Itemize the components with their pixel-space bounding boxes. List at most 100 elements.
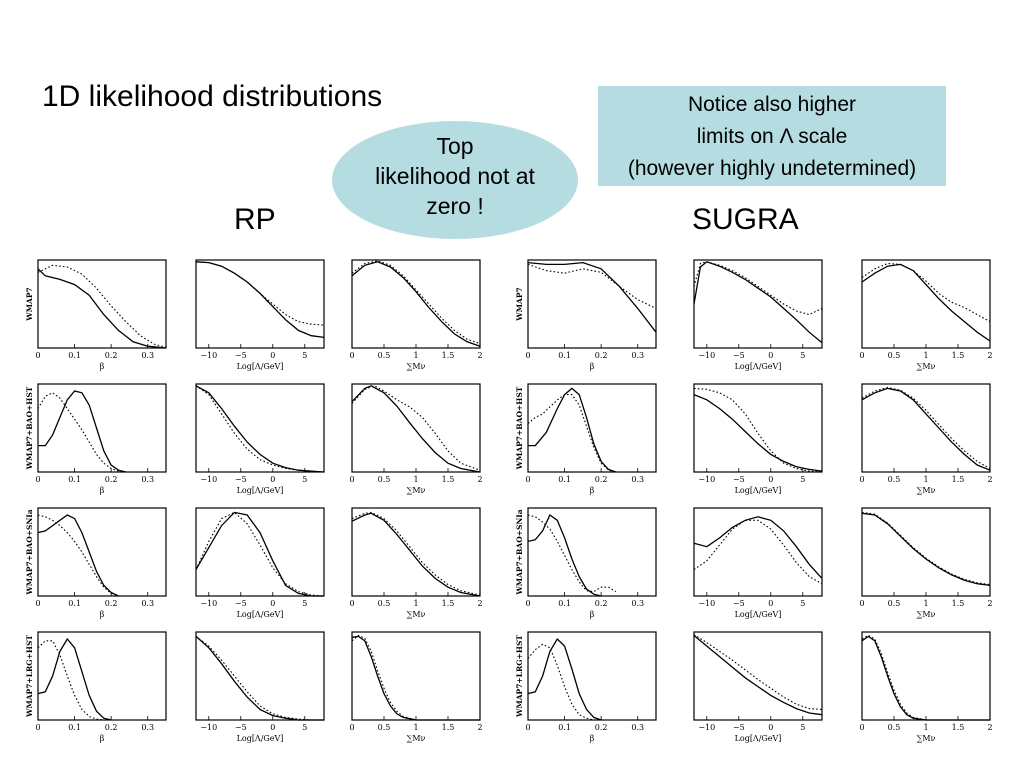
panel-frame [351,631,481,721]
x-tick-label: 0.2 [105,723,118,732]
notice-line-2: limits on Λ scale [696,125,848,148]
x-tick-label: 5 [800,475,805,484]
dotted-curve [527,263,657,309]
dotted-curve [861,262,991,323]
x-tick-label: 0.5 [888,351,901,360]
x-tick-label: 0 [35,723,40,732]
solid-curve [195,635,324,721]
group-label-sugra: SUGRA [692,203,799,236]
bubble-line-3: zero ! [426,193,484,219]
x-axis-label: Log[Λ/GeV] [735,610,782,619]
dotted-curve [37,640,104,721]
x-axis-label: β [590,610,595,619]
panel-frame [693,383,823,473]
panel-frame [693,507,823,597]
x-tick-label: −5 [235,475,247,484]
x-tick-label: 0.5 [888,723,901,732]
x-axis-label: ∑Mν [407,734,426,743]
x-tick-label: −10 [200,475,217,484]
x-tick-label: 0 [859,723,864,732]
solid-curve [527,261,657,333]
notice-line-3: (however highly undetermined) [627,157,917,180]
panel-frame [37,383,167,473]
x-tick-label: 5 [302,599,307,608]
dotted-curve [195,385,325,473]
x-tick-label: −10 [698,475,715,484]
dotted-curve [37,264,167,348]
x-tick-label: 1.5 [442,723,455,732]
dotted-curve [351,260,481,345]
x-tick-label: 0 [525,599,530,608]
x-axis-label: ∑Mν [407,610,426,619]
x-tick-label: 1 [413,599,418,608]
x-tick-label: 5 [302,351,307,360]
dotted-curve [861,386,991,469]
panel-frame [527,507,657,597]
x-tick-label: −5 [733,723,745,732]
solid-curve [38,390,126,473]
solid-curve [195,511,324,597]
x-tick-label: 1 [923,475,928,484]
x-tick-label: 1.5 [952,723,965,732]
dotted-curve [861,634,990,721]
x-tick-label: 2 [477,723,482,732]
solid-curve [861,512,991,587]
x-axis-label: Log[Λ/GeV] [237,486,284,495]
x-tick-label: 0 [349,475,354,484]
x-tick-label: 0.2 [595,723,608,732]
x-tick-label: −10 [200,351,217,360]
solid-curve [693,516,823,579]
x-tick-label: 2 [987,475,992,484]
x-tick-label: −5 [235,723,247,732]
panel-frame [527,259,657,349]
x-tick-label: 0 [270,351,275,360]
row-label: WMAP7+BAO+HST [515,386,524,470]
x-axis-label: ∑Mν [917,610,936,619]
x-tick-label: 1.5 [952,599,965,608]
x-tick-label: 0.5 [888,599,901,608]
panel-frame [195,383,325,473]
dotted-curve [195,635,324,721]
x-tick-label: 0.5 [378,599,391,608]
x-tick-label: 0.2 [595,599,608,608]
x-tick-label: 0.1 [68,475,81,484]
x-axis-label: ∑Mν [917,486,936,495]
dotted-curve [527,643,594,721]
panel-frame [861,383,991,473]
x-axis-label: Log[Λ/GeV] [237,610,284,619]
panel-frame [861,631,991,721]
x-axis-label: β [100,362,105,371]
x-tick-label: 0.2 [105,475,118,484]
solid-curve [351,512,481,597]
panel-frame [861,259,991,349]
x-tick-label: 0 [768,351,773,360]
x-axis-label: Log[Λ/GeV] [735,486,782,495]
solid-curve [195,385,325,473]
panel-frame [37,259,167,349]
solid-curve [693,393,823,472]
dotted-curve [693,634,823,710]
dotted-curve [351,634,480,721]
dotted-curve [861,511,991,586]
x-axis-label: β [100,734,105,743]
solid-curve [195,261,325,339]
x-tick-label: 0.5 [378,723,391,732]
x-tick-label: 0 [349,351,354,360]
panel-frame [693,259,823,349]
x-tick-label: 1 [413,475,418,484]
x-tick-label: 2 [987,723,992,732]
x-tick-label: 0.2 [105,351,118,360]
x-tick-label: 5 [302,475,307,484]
x-tick-label: 1 [923,599,928,608]
x-tick-label: 0.3 [141,599,154,608]
dotted-curve [693,261,823,316]
x-tick-label: −5 [235,351,247,360]
row-label: WMAP7+BAO+SNIa [25,509,34,595]
x-tick-label: 1.5 [442,351,455,360]
x-tick-label: 0 [768,599,773,608]
panel-frame [527,631,657,721]
solid-curve [861,263,991,342]
panel-frame [195,631,325,721]
x-tick-label: 0.1 [558,475,571,484]
